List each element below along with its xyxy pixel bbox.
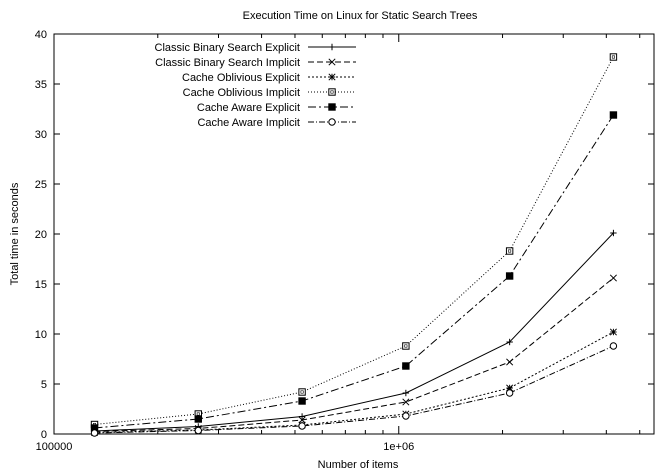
- series-point: [328, 88, 336, 96]
- legend-label: Classic Binary Search Implicit: [155, 57, 300, 69]
- series-point: [328, 43, 336, 51]
- x-axis-label: Number of items: [318, 459, 399, 471]
- series-point: [402, 398, 410, 406]
- series-point: [298, 397, 306, 405]
- series-point: [328, 118, 336, 126]
- legend-label: Classic Binary Search Explicit: [155, 42, 301, 54]
- series-line: [94, 114, 614, 429]
- series-point: [505, 272, 514, 280]
- series-point: [609, 53, 618, 61]
- y-tick-label: 5: [41, 379, 47, 391]
- series-point: [328, 58, 336, 66]
- series-line: [94, 331, 614, 433]
- y-tick-label: 0: [41, 429, 47, 441]
- y-tick-label: 40: [35, 29, 47, 41]
- series-point: [328, 103, 336, 111]
- chart-title: Execution Time on Linux for Static Searc…: [243, 10, 478, 22]
- series-point: [402, 342, 410, 350]
- y-tick-label: 15: [35, 279, 47, 291]
- series-point: [402, 362, 410, 370]
- series-point: [506, 338, 513, 346]
- series-line: [94, 277, 614, 432]
- legend-label: Cache Oblivious Explicit: [182, 72, 300, 84]
- series-line: [94, 56, 614, 425]
- x-tick-label: 100000: [36, 441, 73, 453]
- series-point: [505, 389, 514, 397]
- series-line: [94, 232, 614, 432]
- series-point: [298, 422, 306, 430]
- legend: Classic Binary Search Explicit Classic Bi…: [155, 42, 356, 129]
- series-point: [194, 415, 202, 423]
- series-0: [91, 229, 617, 435]
- series-point: [298, 388, 306, 396]
- series-point: [505, 247, 514, 255]
- series-point: [506, 358, 514, 366]
- series-point: [609, 274, 617, 282]
- series-point: [402, 389, 410, 397]
- y-tick-label: 20: [35, 229, 47, 241]
- series-point: [90, 429, 99, 437]
- x-axis: 100000 1e+06: [36, 34, 641, 453]
- series-point: [298, 413, 306, 420]
- x-tick-label: 1e+06: [383, 441, 414, 453]
- legend-label: Cache Aware Explicit: [197, 102, 300, 114]
- series-1: [90, 274, 617, 436]
- plot-frame: [53, 33, 655, 435]
- series-5: [90, 342, 618, 437]
- y-tick-label: 30: [35, 129, 47, 141]
- series-point: [298, 416, 306, 424]
- y-axis: 0 5 10 15 20 25 30 35 40: [35, 29, 654, 441]
- series-point: [402, 412, 410, 420]
- plot-series: [90, 53, 618, 437]
- series-2: [90, 328, 617, 437]
- series-3: [90, 53, 618, 429]
- y-tick-label: 35: [35, 79, 47, 91]
- y-tick-label: 25: [35, 179, 47, 191]
- series-4: [90, 111, 618, 432]
- series-point: [194, 426, 202, 435]
- series-point: [610, 229, 617, 237]
- y-tick-label: 10: [35, 329, 47, 341]
- series-line: [94, 345, 614, 434]
- legend-label: Cache Oblivious Implicit: [183, 87, 300, 99]
- legend-label: Cache Aware Implicit: [197, 117, 300, 129]
- series-point: [609, 342, 618, 350]
- y-axis-label: Total time in seconds: [9, 182, 21, 285]
- series-point: [609, 328, 617, 336]
- series-point: [609, 111, 618, 119]
- series-point: [328, 73, 336, 81]
